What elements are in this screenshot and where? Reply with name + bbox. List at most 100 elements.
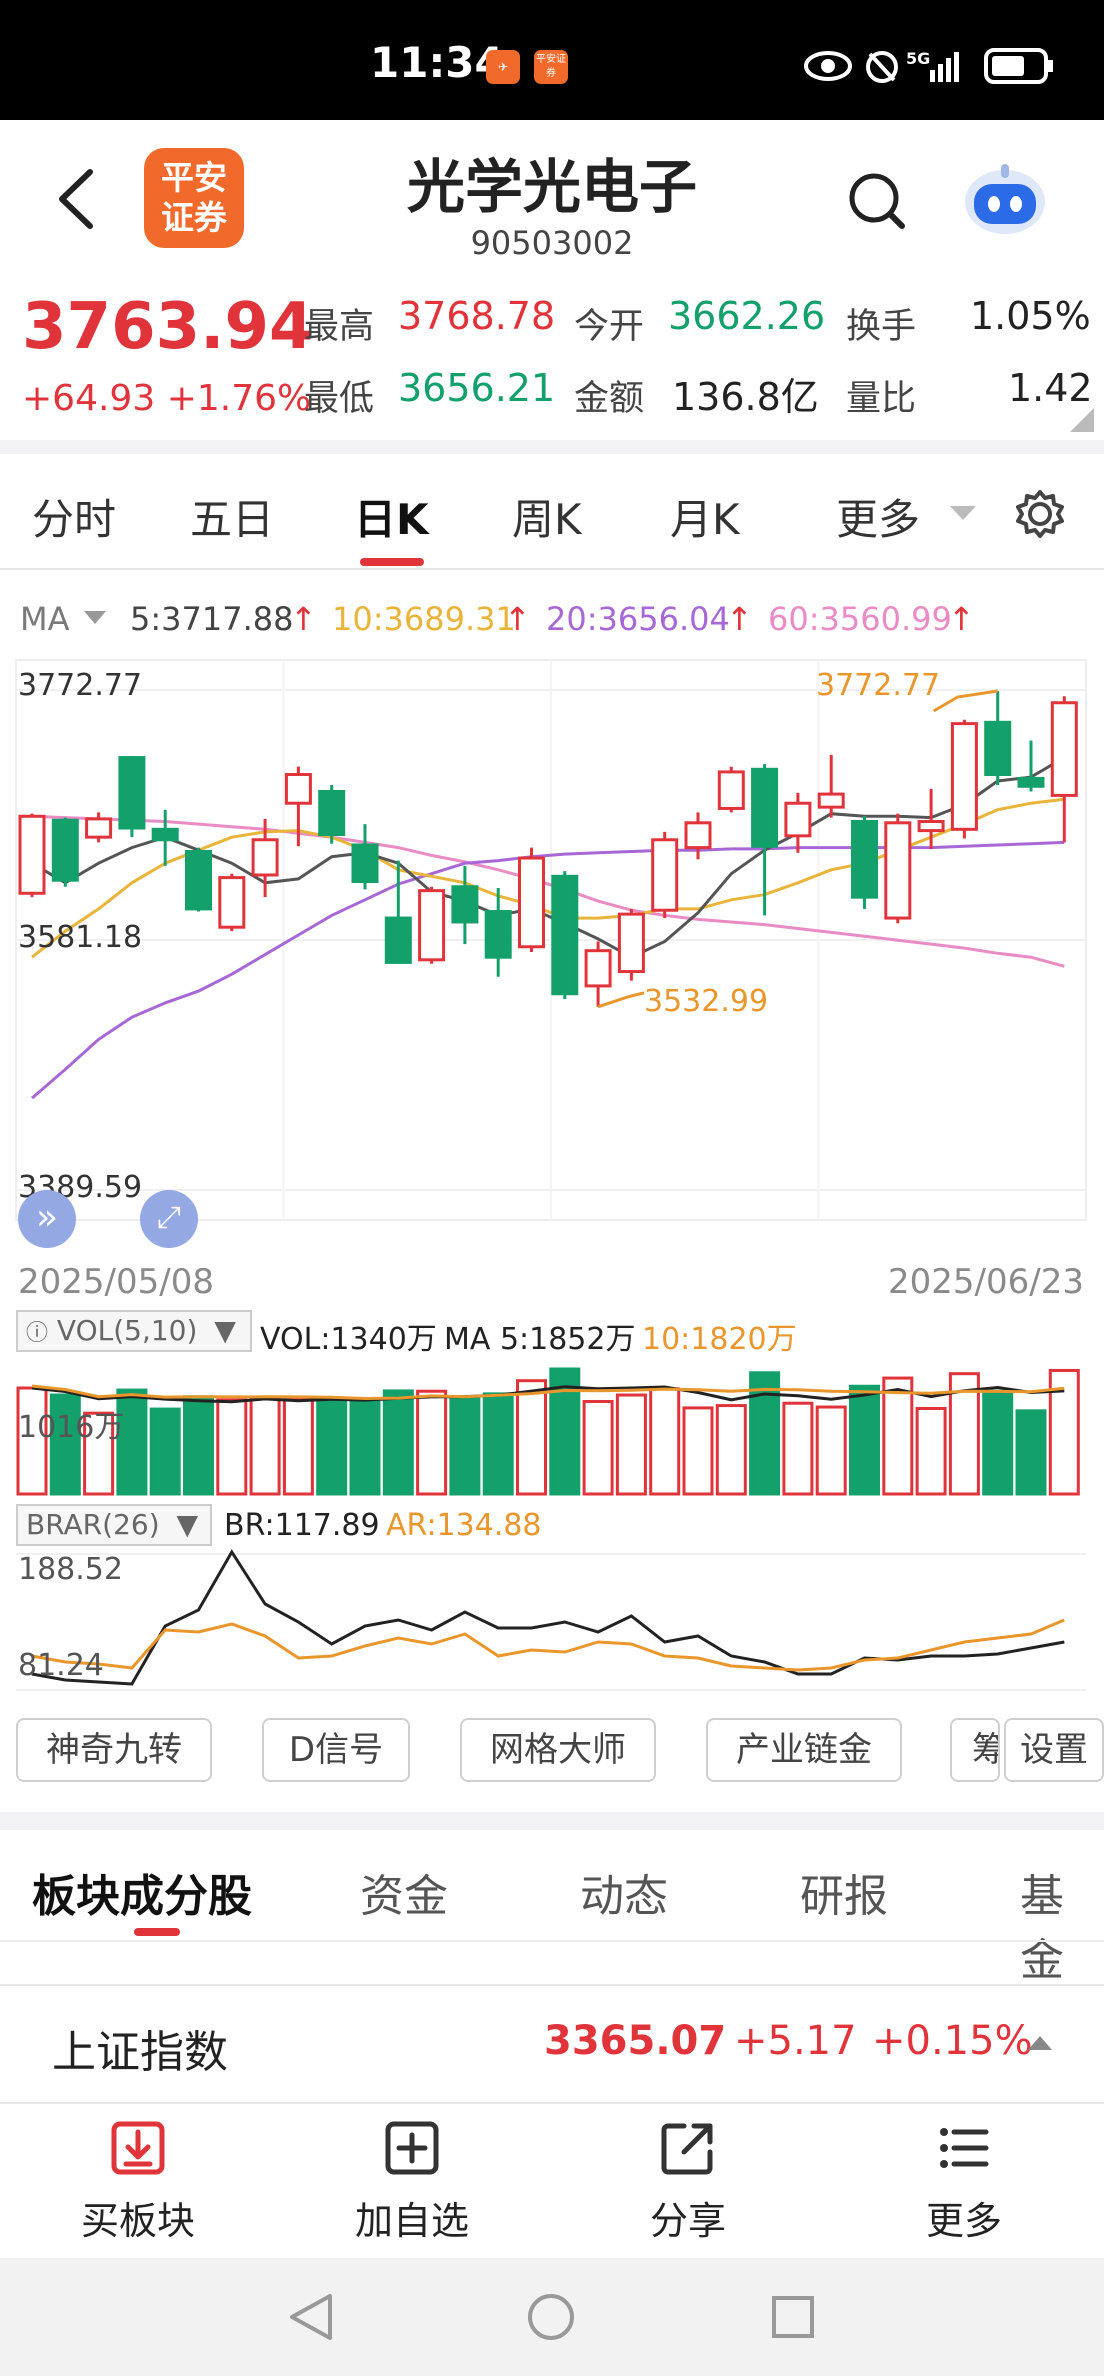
svg-text:5G: 5G — [906, 49, 930, 68]
divider — [0, 440, 1104, 454]
volume-bars — [16, 1367, 1080, 1496]
tool-d-signal[interactable]: D信号 — [262, 1718, 410, 1782]
annotations — [597, 689, 998, 1009]
tool-settings[interactable]: 设置 — [1004, 1718, 1104, 1782]
candle — [318, 784, 346, 844]
tab-daily-k[interactable]: 日K — [354, 495, 429, 544]
candle — [817, 754, 845, 818]
tab-fund[interactable]: 基金 — [1020, 1871, 1064, 1986]
tab-research[interactable]: 研报 — [800, 1871, 888, 1922]
back-icon[interactable] — [52, 166, 102, 232]
tool-industry-chain[interactable]: 产业链金 — [706, 1718, 902, 1782]
candle — [218, 873, 246, 932]
ma-selector[interactable]: MA — [20, 600, 70, 638]
index-ticker-bar[interactable]: 上证指数 3365.07 +5.17 +0.15% — [0, 1984, 1104, 2104]
high-label: 最高 — [304, 307, 375, 347]
sector-code: 90503002 — [470, 224, 634, 262]
candle — [617, 908, 645, 981]
divider — [0, 568, 1104, 570]
volume-chart — [16, 1367, 1080, 1496]
chevron-down-icon: ▼ — [214, 1314, 236, 1347]
candle — [1017, 740, 1045, 792]
chevron-up-icon[interactable] — [1028, 2034, 1052, 2050]
ma10-value: 10:3689.31 — [332, 600, 516, 638]
index-price: 3365.07 — [544, 2018, 727, 2064]
tool-chips[interactable]: 筹 — [950, 1718, 1000, 1782]
candle-body — [318, 789, 346, 837]
candle-body — [518, 856, 545, 949]
buy-sector-button[interactable]: 买板块 — [48, 2120, 228, 2245]
share-button[interactable]: 分享 — [598, 2120, 778, 2245]
tab-more[interactable]: 更多 — [836, 495, 921, 544]
brar-axis-low: 81.24 — [18, 1648, 104, 1683]
candle-body — [817, 792, 845, 809]
volume-bar — [815, 1405, 847, 1496]
low-value: 3656.21 — [398, 366, 556, 410]
search-icon[interactable] — [846, 170, 908, 232]
candle-body — [185, 850, 212, 911]
volume-bar — [216, 1398, 248, 1496]
tab-news[interactable]: 动态 — [580, 1871, 668, 1922]
candle-body — [651, 838, 679, 912]
low-label: 最低 — [304, 379, 375, 419]
vol-indicator-selector[interactable]: ⓘ VOL(5,10) ▼ — [16, 1310, 252, 1352]
candle-body — [218, 876, 246, 929]
candle — [551, 871, 579, 999]
gear-icon[interactable] — [1014, 488, 1066, 540]
volume-bar — [482, 1392, 514, 1496]
volume-bar — [349, 1399, 381, 1496]
tab-monthly-k[interactable]: 月K — [670, 495, 740, 544]
expand-corner-icon[interactable] — [1070, 408, 1094, 432]
nav-recents-icon[interactable] — [768, 2292, 818, 2342]
nav-back-icon[interactable] — [286, 2292, 336, 2342]
volume-bar — [382, 1389, 414, 1496]
tab-constituents[interactable]: 板块成分股 — [32, 1871, 252, 1922]
candle-body — [85, 817, 113, 839]
candlestick-chart[interactable] — [0, 640, 1104, 1250]
volume-ma-lines — [31, 1384, 1065, 1404]
candle — [85, 812, 113, 843]
price-change: +64.93 +1.76% — [22, 378, 312, 419]
candle-body — [551, 874, 579, 996]
candle-body — [884, 821, 912, 920]
volume-bar — [416, 1389, 448, 1496]
page-title: 光学光电子 — [406, 153, 697, 221]
more-button[interactable]: 更多 — [874, 2120, 1054, 2245]
volume-bar — [982, 1389, 1014, 1496]
volume-bar — [849, 1384, 880, 1496]
divider — [0, 1812, 1104, 1830]
chevron-down-icon: ▼ — [176, 1508, 199, 1541]
volume-bar — [682, 1406, 714, 1496]
status-time: 11:34 — [370, 38, 504, 87]
tab-weekly-k[interactable]: 周K — [512, 495, 582, 544]
date-end: 2025/06/23 — [888, 1262, 1084, 1302]
tool-grid-master[interactable]: 网格大师 — [460, 1718, 656, 1782]
add-watchlist-button[interactable]: 加自选 — [322, 2120, 502, 2245]
index-name: 上证指数 — [52, 2027, 228, 2078]
volume-bar — [715, 1404, 747, 1496]
nav-home-icon[interactable] — [526, 2292, 576, 2342]
volume-bar — [649, 1387, 681, 1496]
vol-ma10-line — [31, 1384, 1065, 1401]
candle — [651, 831, 679, 919]
double-chevron-right-icon[interactable]: » — [18, 1190, 76, 1248]
volume-bar — [249, 1397, 281, 1496]
tool-magic-nine[interactable]: 神奇九转 — [16, 1718, 212, 1782]
index-pct: +0.15% — [872, 2018, 1033, 2064]
volume-bar — [116, 1388, 148, 1496]
turnover-value: 1.05% — [970, 294, 1091, 338]
y-axis-top: 3772.77 — [18, 668, 143, 703]
y-axis-mid: 3581.18 — [18, 920, 143, 955]
tab-five-day[interactable]: 五日 — [190, 495, 275, 544]
chevron-down-icon — [84, 611, 106, 624]
candles — [18, 691, 1078, 1007]
tab-funds[interactable]: 资金 — [360, 1871, 448, 1922]
fullscreen-icon[interactable]: ⤢ — [140, 1190, 198, 1248]
candle-body — [484, 910, 512, 959]
robot-assistant-icon[interactable] — [960, 160, 1050, 240]
max-price-annotation: 3772.77 — [816, 668, 941, 703]
candle — [384, 860, 412, 964]
candle — [185, 847, 212, 912]
tab-intraday[interactable]: 分时 — [32, 495, 117, 544]
brar-indicator-selector[interactable]: BRAR(26) ▼ — [16, 1504, 212, 1546]
